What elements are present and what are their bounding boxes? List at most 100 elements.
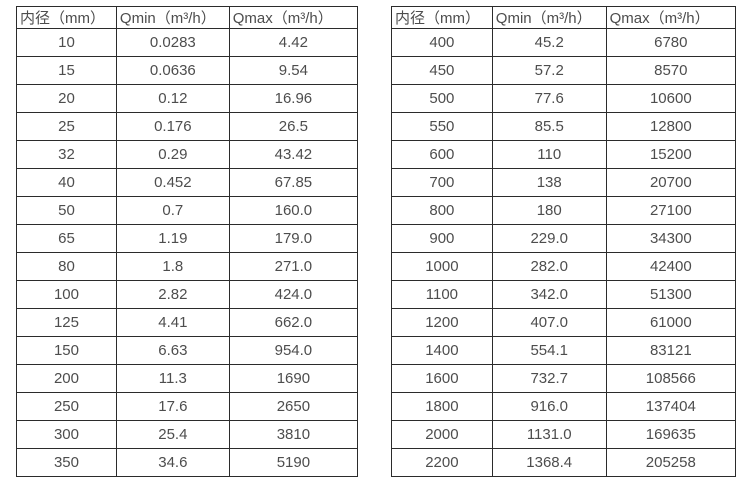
table-cell: 80 — [16, 252, 117, 281]
table-cell: 5190 — [228, 448, 359, 477]
table-cell: 0.12 — [115, 84, 230, 113]
table-row: 2200 1368.4 205258 — [391, 448, 737, 477]
table-cell: 180 — [491, 196, 607, 225]
column-header: Qmin（m³/h） — [491, 6, 607, 29]
table-cell: 26.5 — [228, 112, 359, 141]
table-cell: 42400 — [605, 252, 737, 281]
table-row: 65 1.19 179.0 — [16, 224, 359, 253]
table-cell: 1368.4 — [491, 448, 607, 477]
table-cell: 43.42 — [228, 140, 359, 169]
table-cell: 450 — [391, 56, 493, 85]
table-row: 550 85.5 12800 — [391, 112, 737, 141]
table-cell: 229.0 — [491, 224, 607, 253]
table-row: 125 4.41 662.0 — [16, 308, 359, 337]
table-cell: 6.63 — [115, 336, 230, 365]
table-row: 1400 554.1 83121 — [391, 336, 737, 365]
table-cell: 32 — [16, 140, 117, 169]
table-cell: 424.0 — [228, 280, 359, 309]
table-row: 600 110 15200 — [391, 140, 737, 169]
table-row: 700 138 20700 — [391, 168, 737, 197]
table-cell: 125 — [16, 308, 117, 337]
table-cell: 138 — [491, 168, 607, 197]
table-cell: 25 — [16, 112, 117, 141]
table-cell: 61000 — [605, 308, 737, 337]
header-row: 内径（mm） Qmin（m³/h） Qmax（m³/h） — [16, 6, 359, 29]
table-cell: 916.0 — [491, 392, 607, 421]
table-cell: 2000 — [391, 420, 493, 449]
table-cell: 9.54 — [228, 56, 359, 85]
flow-spec-table-small-diameters: 内径（mm） Qmin（m³/h） Qmax（m³/h） 10 0.0283 4.42 15… — [16, 6, 359, 477]
table-cell: 11.3 — [115, 364, 230, 393]
table-cell: 85.5 — [491, 112, 607, 141]
table-row: 1000 282.0 42400 — [391, 252, 737, 281]
table-row: 250 17.6 2650 — [16, 392, 359, 421]
table-row: 900 229.0 34300 — [391, 224, 737, 253]
column-header: Qmin（m³/h） — [115, 6, 230, 29]
table-cell: 34.6 — [115, 448, 230, 477]
table-cell: 137404 — [605, 392, 737, 421]
table-cell: 550 — [391, 112, 493, 141]
table-row: 400 45.2 6780 — [391, 28, 737, 57]
table-cell: 2.82 — [115, 280, 230, 309]
table-cell: 4.41 — [115, 308, 230, 337]
table-cell: 2200 — [391, 448, 493, 477]
table-cell: 20700 — [605, 168, 737, 197]
table-cell: 160.0 — [228, 196, 359, 225]
table-cell: 108566 — [605, 364, 737, 393]
table-cell: 0.176 — [115, 112, 230, 141]
table-row: 10 0.0283 4.42 — [16, 28, 359, 57]
table-cell: 282.0 — [491, 252, 607, 281]
table-cell: 6780 — [605, 28, 737, 57]
table-cell: 732.7 — [491, 364, 607, 393]
table-cell: 200 — [16, 364, 117, 393]
table-cell: 0.0636 — [115, 56, 230, 85]
table-row: 1600 732.7 108566 — [391, 364, 737, 393]
table-cell: 20 — [16, 84, 117, 113]
table-row: 200 11.3 1690 — [16, 364, 359, 393]
table-cell: 2650 — [228, 392, 359, 421]
table-row: 32 0.29 43.42 — [16, 140, 359, 169]
table-row: 1800 916.0 137404 — [391, 392, 737, 421]
table-row: 2000 1131.0 169635 — [391, 420, 737, 449]
table-cell: 407.0 — [491, 308, 607, 337]
table-cell: 169635 — [605, 420, 737, 449]
table-cell: 51300 — [605, 280, 737, 309]
column-header: Qmax（m³/h） — [605, 6, 737, 29]
table-cell: 400 — [391, 28, 493, 57]
table-cell: 100 — [16, 280, 117, 309]
table-cell: 250 — [16, 392, 117, 421]
column-header: 内径（mm） — [391, 6, 493, 29]
table-cell: 16.96 — [228, 84, 359, 113]
table-cell: 45.2 — [491, 28, 607, 57]
table-cell: 662.0 — [228, 308, 359, 337]
table-cell: 0.7 — [115, 196, 230, 225]
table-cell: 3810 — [228, 420, 359, 449]
table-row: 1100 342.0 51300 — [391, 280, 737, 309]
table-cell: 4.42 — [228, 28, 359, 57]
table-row: 450 57.2 8570 — [391, 56, 737, 85]
table-row: 100 2.82 424.0 — [16, 280, 359, 309]
table-row: 150 6.63 954.0 — [16, 336, 359, 365]
table-cell: 800 — [391, 196, 493, 225]
header-row: 内径（mm） Qmin（m³/h） Qmax（m³/h） — [391, 6, 737, 29]
table-cell: 0.452 — [115, 168, 230, 197]
table-row: 50 0.7 160.0 — [16, 196, 359, 225]
table-cell: 0.0283 — [115, 28, 230, 57]
table-cell: 1.8 — [115, 252, 230, 281]
table-cell: 77.6 — [491, 84, 607, 113]
table-cell: 1131.0 — [491, 420, 607, 449]
table-cell: 10 — [16, 28, 117, 57]
table-cell: 150 — [16, 336, 117, 365]
table-cell: 83121 — [605, 336, 737, 365]
table-cell: 15 — [16, 56, 117, 85]
table-cell: 1600 — [391, 364, 493, 393]
table-row: 15 0.0636 9.54 — [16, 56, 359, 85]
table-cell: 350 — [16, 448, 117, 477]
table-cell: 27100 — [605, 196, 737, 225]
table-row: 350 34.6 5190 — [16, 448, 359, 477]
table-cell: 1690 — [228, 364, 359, 393]
table-row: 300 25.4 3810 — [16, 420, 359, 449]
table-cell: 1800 — [391, 392, 493, 421]
table-cell: 110 — [491, 140, 607, 169]
